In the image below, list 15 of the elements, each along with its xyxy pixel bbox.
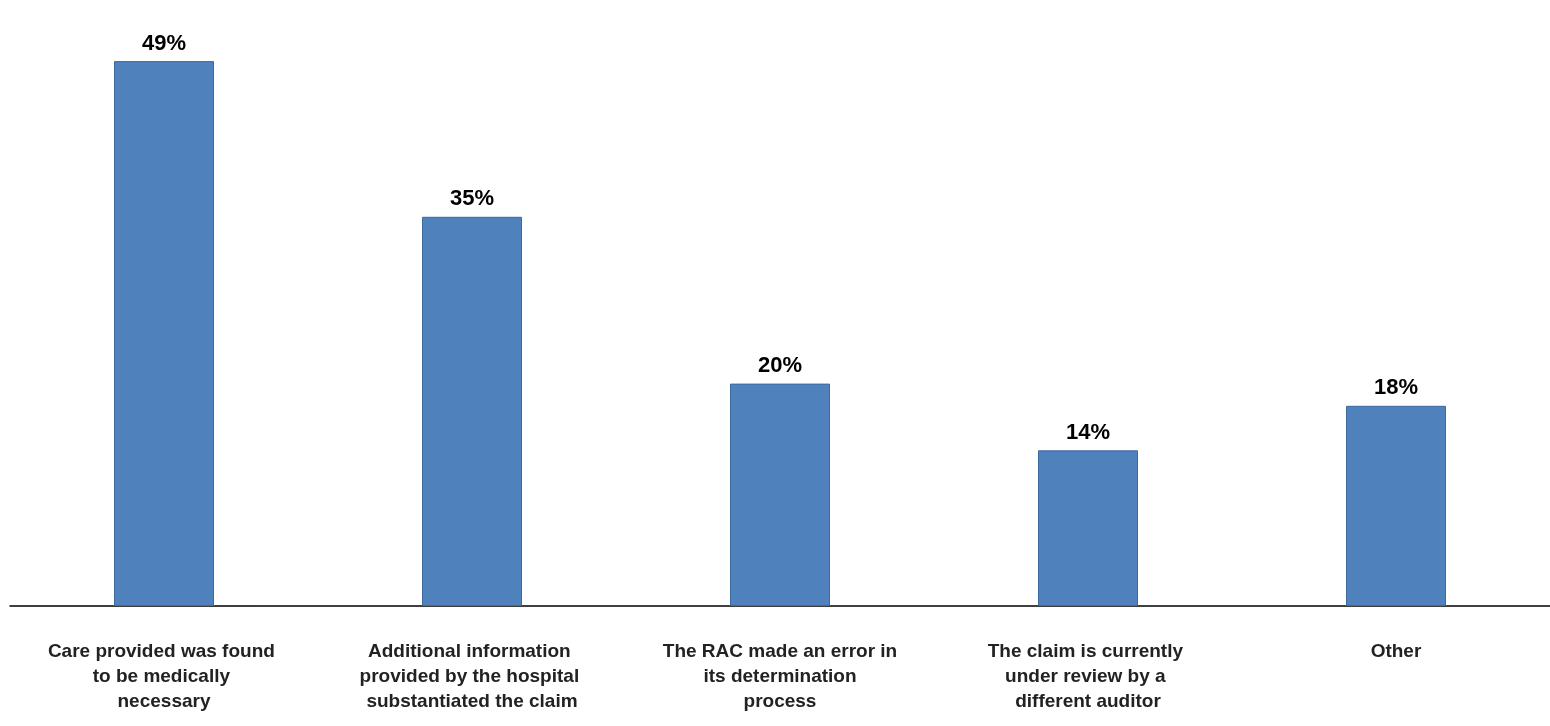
x-tick-label: The claim is currently under review by a different auditor [987,640,1189,711]
bar [114,61,214,606]
x-tick-label: The RAC made an error in its determination process [662,640,898,711]
data-label: 18% [1373,374,1419,400]
data-label: 20% [757,352,803,378]
bar [730,383,830,606]
bar [1346,405,1446,606]
data-label: 14% [1065,418,1111,444]
bar [422,216,522,606]
x-tick-label: Additional information provided by the hospital substantiated the claim [359,640,585,711]
x-tick-label: Care provided was found to be medically necessary [47,640,281,711]
data-label: 35% [449,185,495,211]
data-label: 49% [141,29,187,55]
bar [1038,450,1138,606]
x-tick-label: Other [1370,640,1422,661]
